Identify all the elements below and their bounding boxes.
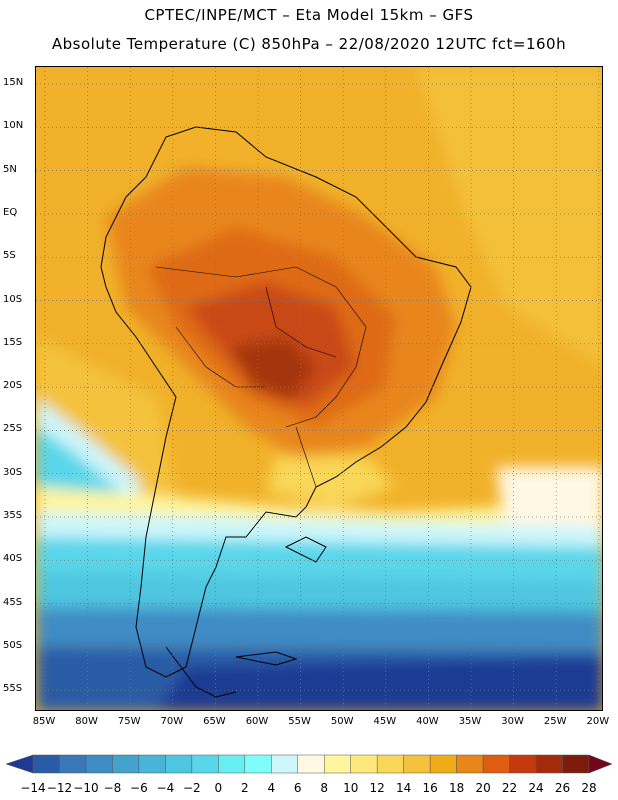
color-scale-box	[297, 754, 325, 774]
color-scale-label: 18	[448, 781, 465, 795]
color-scale-bar	[5, 754, 613, 774]
longitude-label: 20W	[586, 716, 610, 727]
latitude-label: 10S	[3, 293, 23, 305]
longitude-label: 70W	[160, 716, 184, 727]
color-scale-box	[376, 754, 404, 774]
color-scale-label: 24	[528, 781, 544, 795]
temperature-field	[36, 67, 602, 710]
color-scale-arrow-low	[5, 754, 34, 774]
latitude-label: 5N	[3, 163, 17, 175]
latitude-label: 15S	[3, 336, 23, 348]
color-scale-label: −12	[46, 781, 73, 795]
latitude-label: EQ	[3, 206, 18, 218]
color-scale-label: 22	[501, 781, 518, 795]
color-scale-label: −8	[103, 781, 122, 795]
longitude-label: 85W	[32, 716, 56, 727]
longitude-label: 55W	[288, 716, 311, 727]
color-scale-box	[562, 754, 590, 774]
longitude-label: 60W	[245, 716, 269, 727]
color-scale-box	[482, 754, 510, 774]
color-scale-box	[32, 754, 60, 774]
map-title-line-2: Absolute Temperature (C) 850hPa – 22/08/…	[51, 35, 567, 53]
latitude-label: 50S	[3, 639, 23, 651]
color-scale-label: 20	[475, 781, 491, 795]
color-scale-label: 16	[422, 781, 438, 795]
coastline	[100, 126, 472, 698]
color-scale-box	[138, 754, 166, 774]
color-scale-label: 8	[320, 781, 329, 795]
color-scale-label: −2	[182, 781, 201, 795]
color-scale-box	[429, 754, 457, 774]
color-scale-arrow-high	[588, 754, 613, 774]
borders	[155, 266, 367, 488]
color-scale-box	[85, 754, 113, 774]
latitude-label: 10N	[3, 120, 24, 132]
longitude-label: 40W	[416, 716, 439, 727]
color-scale-box	[323, 754, 351, 774]
color-scale-box	[165, 754, 193, 774]
latitude-label: 30S	[3, 466, 23, 478]
color-scale-label: −4	[156, 781, 175, 795]
latitude-label: 20S	[3, 380, 23, 392]
map-canvas	[36, 67, 602, 710]
latitude-label: 15N	[3, 77, 24, 88]
longitude-label: 30W	[501, 716, 524, 727]
longitude-label: 45W	[373, 716, 397, 727]
color-scale-label: 28	[581, 781, 597, 795]
longitude-label: 25W	[543, 716, 567, 727]
longitude-label: 75W	[117, 716, 141, 727]
color-scale-label: 4	[267, 781, 276, 795]
longitude-label: 50W	[330, 716, 354, 727]
color-scale-box	[218, 754, 246, 774]
color-scale-label: 6	[293, 781, 302, 795]
color-scale-box	[112, 754, 140, 774]
color-scale-label: −14	[20, 781, 46, 795]
longitude-label: 65W	[203, 716, 226, 727]
color-scale-box	[191, 754, 219, 774]
color-scale-box	[403, 754, 431, 774]
longitude-label: 35W	[458, 716, 482, 727]
latitude-label: 45S	[3, 596, 23, 608]
latitude-label: 55S	[3, 683, 23, 695]
color-scale-box	[59, 754, 87, 774]
color-scale-label: 26	[554, 781, 571, 795]
map-title-line-1: CPTEC/INPE/MCT – Eta Model 15km – GFS	[144, 6, 474, 24]
latitude-label: 5S	[3, 250, 16, 262]
color-scale-label: 10	[343, 781, 359, 795]
temperature-map	[35, 66, 603, 711]
longitude-label: 80W	[75, 716, 98, 727]
color-scale-box	[509, 754, 537, 774]
color-scale-label: 12	[369, 781, 385, 795]
latitude-label: 35S	[3, 510, 23, 521]
color-scale-label: −10	[73, 781, 99, 795]
color-scale-box	[271, 754, 299, 774]
color-scale-label: 14	[396, 781, 412, 795]
latitude-label: 25S	[3, 423, 23, 435]
color-scale-label: 0	[214, 781, 223, 795]
color-scale-label: 2	[240, 781, 249, 795]
graticule	[36, 67, 602, 710]
color-scale-box	[350, 754, 378, 774]
latitude-label: 40S	[3, 553, 23, 565]
color-scale-label: −6	[130, 781, 148, 795]
color-scale-box	[535, 754, 563, 774]
color-scale-box	[244, 754, 272, 774]
color-scale-box	[456, 754, 484, 774]
